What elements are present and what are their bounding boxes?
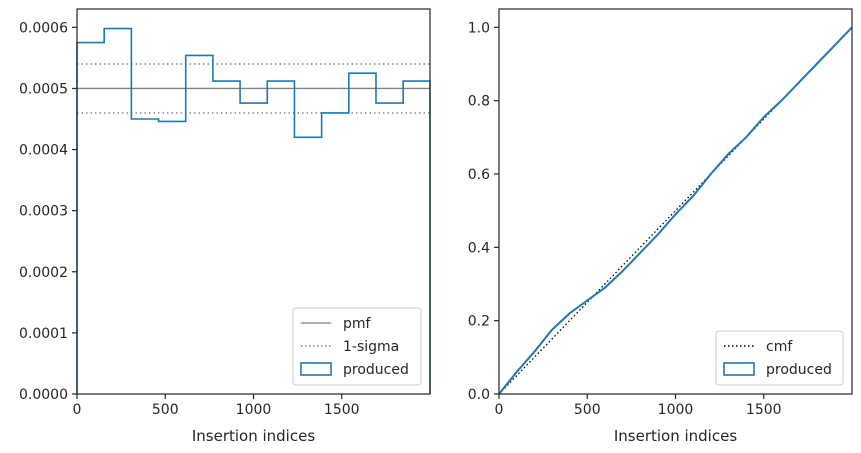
legend-label: cmf <box>766 339 793 355</box>
legend-label: produced <box>766 362 832 378</box>
legend-frame <box>715 330 844 386</box>
y-tick-label: 0.6 <box>468 167 490 183</box>
legend: pmf 1-sigma produced <box>292 307 422 386</box>
left-chart-panel: 0 500 1000 1500 0.0000 0.0001 0.0002 0.0003 0.00… <box>19 8 431 445</box>
plot-area <box>76 27 431 394</box>
y-tick-label: 0.0004 <box>19 143 68 159</box>
legend-handle-box <box>723 362 755 376</box>
y-tick-label: 0.2 <box>468 314 490 330</box>
produced-cumulative-line <box>498 26 853 395</box>
x-tick-label: 500 <box>152 402 179 418</box>
x-tick-label: 500 <box>574 402 601 418</box>
y-tick-label: 0.0000 <box>19 387 68 403</box>
x-tick-label: 0 <box>495 402 504 418</box>
right-chart-panel: 0 500 1000 1500 0.0 0.2 0.4 0.6 0.8 1.0 Insertion … <box>468 8 853 445</box>
y-tick-label: 1.0 <box>468 20 490 36</box>
x-tick-label: 1500 <box>746 402 782 418</box>
y-tick-label: 0.0 <box>468 387 490 403</box>
produced-histogram <box>76 27 431 394</box>
legend-label: 1-sigma <box>343 339 399 355</box>
y-tick-label: 0.0001 <box>19 326 68 342</box>
x-tick-label: 0 <box>73 402 82 418</box>
x-tick-label: 1500 <box>324 402 360 418</box>
y-tick-label: 0.0003 <box>19 204 68 220</box>
x-axis-label: Insertion indices <box>614 427 737 445</box>
x-axis-label: Insertion indices <box>192 427 315 445</box>
y-tick-label: 0.8 <box>468 94 490 110</box>
y-tick-label: 0.0002 <box>19 265 68 281</box>
y-tick-label: 0.0006 <box>19 20 68 36</box>
legend-frame <box>292 307 422 386</box>
x-tick-label: 1000 <box>658 402 694 418</box>
legend-handle-box <box>300 362 332 376</box>
y-tick-label: 0.0005 <box>19 81 68 97</box>
plot-area <box>498 26 853 395</box>
y-tick-label: 0.4 <box>468 240 490 256</box>
legend: cmf produced <box>715 330 844 386</box>
legend-label: pmf <box>343 316 372 332</box>
x-tick-label: 1000 <box>236 402 272 418</box>
legend-label: produced <box>343 362 409 378</box>
